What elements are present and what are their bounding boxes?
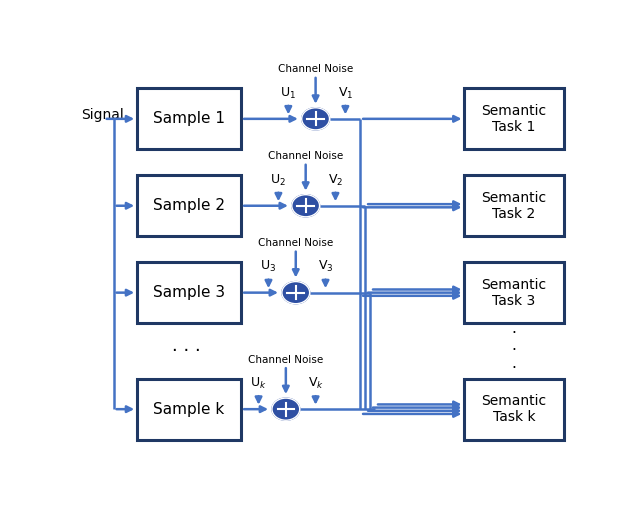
FancyBboxPatch shape [137,262,241,323]
Text: V$_k$: V$_k$ [308,376,324,391]
Text: Sample k: Sample k [154,402,225,417]
Text: ·
·
·: · · · [511,326,516,376]
Text: U$_3$: U$_3$ [260,260,276,274]
FancyBboxPatch shape [137,379,241,440]
FancyBboxPatch shape [465,88,564,149]
Text: Semantic
Task 1: Semantic Task 1 [481,104,547,134]
Text: U$_2$: U$_2$ [271,172,286,188]
Text: Channel Noise: Channel Noise [268,151,343,161]
Text: Semantic
Task 3: Semantic Task 3 [481,278,547,308]
Text: V$_3$: V$_3$ [317,260,333,274]
Text: U$_k$: U$_k$ [250,376,267,391]
FancyBboxPatch shape [137,175,241,236]
FancyBboxPatch shape [465,262,564,323]
Text: Signal: Signal [81,108,124,122]
FancyBboxPatch shape [465,175,564,236]
Text: Channel Noise: Channel Noise [278,64,353,74]
Text: Sample 3: Sample 3 [153,285,225,300]
Circle shape [272,398,300,420]
Text: Semantic
Task 2: Semantic Task 2 [481,191,547,221]
Text: Sample 2: Sample 2 [153,198,225,213]
Text: Channel Noise: Channel Noise [248,354,323,365]
Text: Sample 1: Sample 1 [153,111,225,126]
FancyBboxPatch shape [137,88,241,149]
Text: V$_2$: V$_2$ [328,172,343,188]
Text: Channel Noise: Channel Noise [258,238,333,248]
Circle shape [282,282,310,304]
Text: U$_1$: U$_1$ [280,86,296,101]
Circle shape [301,108,330,130]
Circle shape [292,194,319,217]
Text: · · ·: · · · [172,342,201,360]
Text: Semantic
Task k: Semantic Task k [481,394,547,424]
FancyBboxPatch shape [465,379,564,440]
Text: V$_1$: V$_1$ [338,86,353,101]
